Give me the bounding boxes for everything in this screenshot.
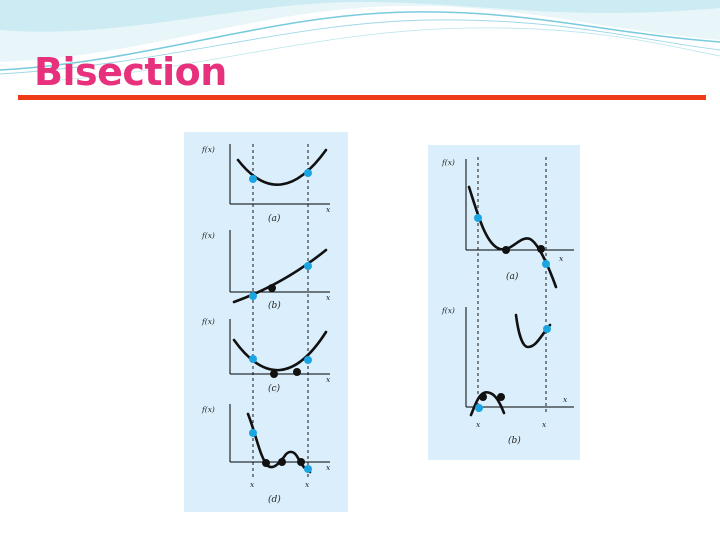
subplot-caption: (d) xyxy=(268,494,281,505)
subplot-caption: (c) xyxy=(268,383,281,394)
y-axis-label: f(x) xyxy=(201,231,215,240)
lower-bound-label: x xyxy=(476,420,481,429)
x-axis-label: x xyxy=(326,293,331,302)
root-point-1 xyxy=(270,370,278,378)
x-axis-label: x xyxy=(326,463,331,472)
upper-bound-label: x xyxy=(542,420,547,429)
x-axis-label: x xyxy=(326,205,331,214)
root-point-2 xyxy=(537,245,545,253)
header-swoosh-front xyxy=(0,0,720,62)
left-subplot-d: f(x) x x x (d) xyxy=(201,404,331,505)
function-curve xyxy=(236,148,328,186)
upper-bound-point xyxy=(304,465,312,473)
left-figure: f(x) x (a) f(x) x (b) f(x) x xyxy=(184,132,348,512)
upper-bound-point xyxy=(304,169,312,177)
root-point xyxy=(268,284,276,292)
function-curve-right-branch xyxy=(514,313,552,349)
upper-bound-point xyxy=(304,356,312,364)
y-axis-label: f(x) xyxy=(441,158,455,167)
root-point-2 xyxy=(293,368,301,376)
root-point-3 xyxy=(297,458,305,466)
root-point-1 xyxy=(479,393,487,401)
lower-bound-point xyxy=(249,175,257,183)
y-axis-label: f(x) xyxy=(201,317,215,326)
upper-bound-point xyxy=(542,260,550,268)
subplot-caption: (a) xyxy=(268,213,281,224)
header-swoosh-back xyxy=(0,0,720,32)
subplot-caption: (b) xyxy=(268,300,281,311)
header-decoration xyxy=(0,0,720,81)
right-subplot-b: f(x) x x x (b) xyxy=(441,306,574,446)
function-curve xyxy=(232,330,328,372)
root-point-1 xyxy=(502,246,510,254)
slide-title: Bisection xyxy=(34,50,227,94)
right-figure: f(x) x (a) f(x) x x x (b) xyxy=(428,145,580,460)
right-subplot-a: f(x) x (a) xyxy=(441,158,574,289)
left-figure-panel xyxy=(184,132,348,512)
header-swoosh-line-1 xyxy=(0,11,720,71)
header-swoosh-line-3 xyxy=(59,27,720,81)
y-axis-label: f(x) xyxy=(201,145,215,154)
function-curve-left-branch xyxy=(469,391,506,417)
root-point-1 xyxy=(262,459,270,467)
lower-bound-point xyxy=(249,429,257,437)
function-curve xyxy=(467,185,558,289)
root-point-2 xyxy=(278,458,286,466)
left-subplot-b: f(x) x (b) xyxy=(201,230,331,311)
y-axis-label: f(x) xyxy=(441,306,455,315)
upper-bound-label: x xyxy=(305,480,310,489)
root-point-2 xyxy=(497,393,505,401)
lower-bound-point xyxy=(249,292,257,300)
x-axis-label: x xyxy=(559,254,564,263)
left-subplot-c: f(x) x (c) xyxy=(201,317,331,394)
function-curve xyxy=(232,248,328,304)
lower-bound-label: x xyxy=(250,480,255,489)
upper-bound-point xyxy=(543,325,551,333)
title-underline xyxy=(18,95,706,100)
subplot-caption: (b) xyxy=(508,435,521,446)
lower-bound-point xyxy=(249,355,257,363)
subplot-caption: (a) xyxy=(506,271,519,282)
x-axis-label: x xyxy=(326,375,331,384)
lower-bound-point xyxy=(474,214,482,222)
upper-bound-point xyxy=(304,262,312,270)
lower-bound-point xyxy=(475,404,483,412)
header-swoosh-line-2 xyxy=(0,19,720,75)
x-axis-label: x xyxy=(563,395,568,404)
left-subplot-a: f(x) x (a) xyxy=(201,144,331,224)
y-axis-label: f(x) xyxy=(201,405,215,414)
